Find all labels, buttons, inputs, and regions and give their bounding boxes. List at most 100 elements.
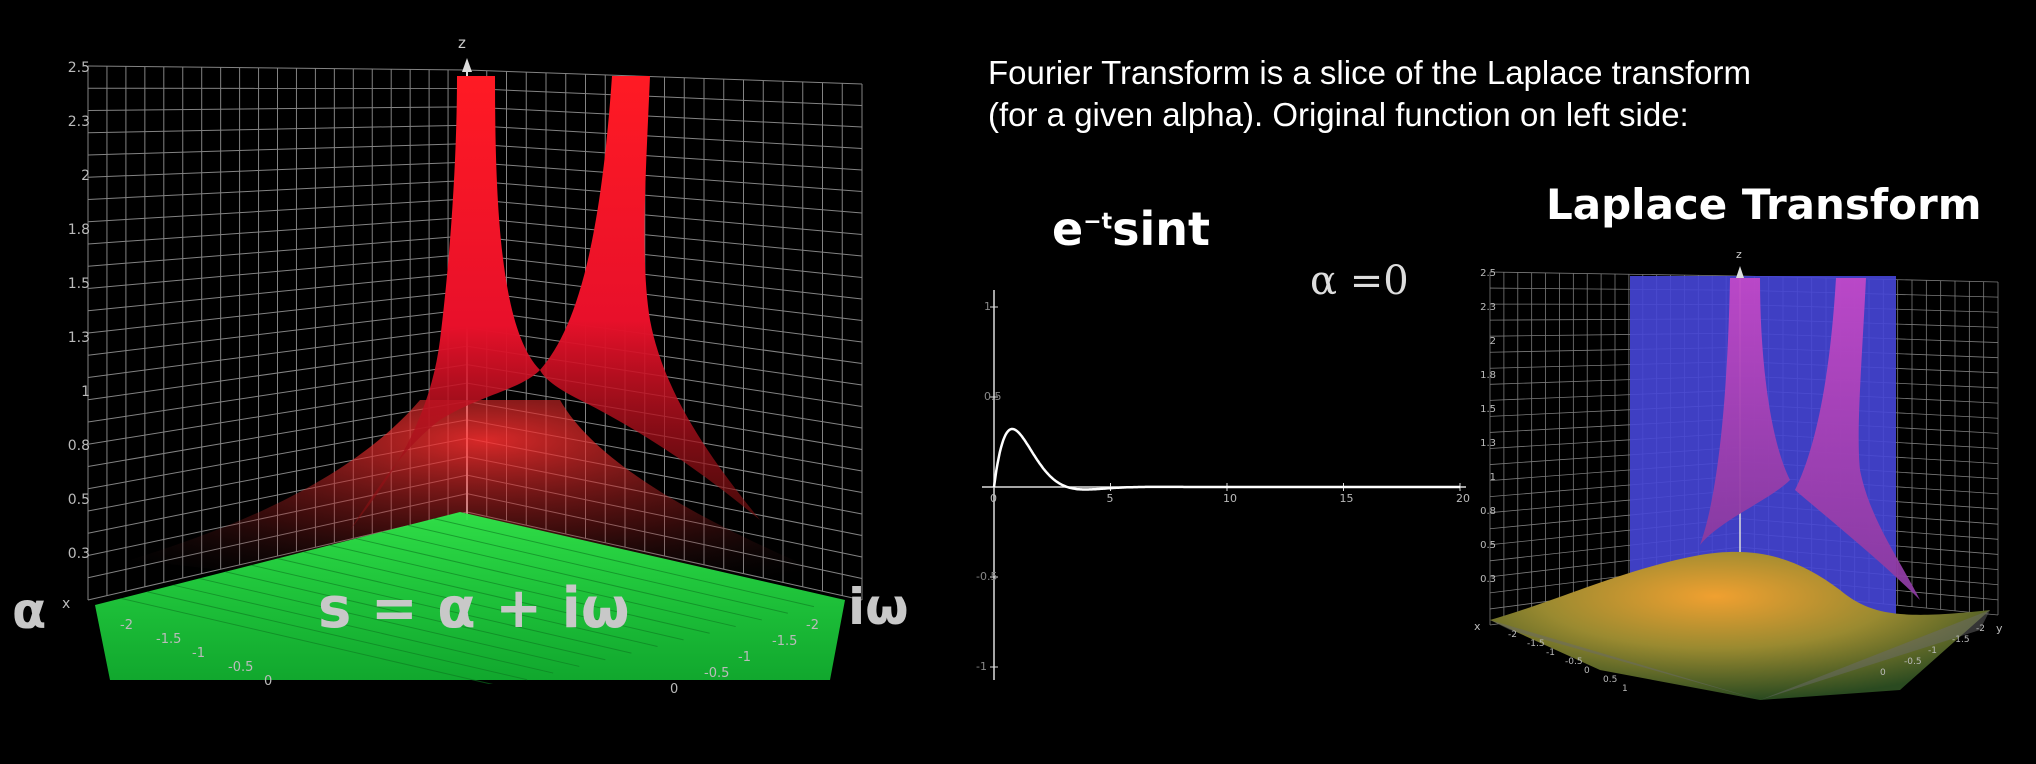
left-alpha-tick-label: -2 xyxy=(120,618,133,633)
left-plane-grid-line xyxy=(433,518,815,608)
left-z-tick-label: 2.3 xyxy=(67,114,90,130)
left-z-tick-label: 1.3 xyxy=(67,330,90,346)
alpha-equation: α =0 xyxy=(1310,258,1409,304)
left-plane-grid-line xyxy=(329,544,710,634)
left-plane-grid-line xyxy=(251,564,632,654)
right-x-tick-label: -1.5 xyxy=(1527,639,1545,649)
right-peak-2 xyxy=(1795,278,1920,600)
left-plane-grid-line xyxy=(355,538,736,628)
right-y-tick-label: -2 xyxy=(1976,624,1985,634)
function-x-tick-label: 15 xyxy=(1339,492,1354,505)
left-alpha-tick-label: -1 xyxy=(192,646,205,661)
caption: Fourier Transform is a slice of the Lapl… xyxy=(988,52,1751,136)
left-peak-1 xyxy=(350,76,540,530)
function-y-tick-label: -1 xyxy=(976,660,987,673)
formula-tail: sint xyxy=(1112,202,1211,256)
right-z-tick-label: 1.3 xyxy=(1480,438,1496,449)
right-z-tick-label: 2.3 xyxy=(1480,302,1496,313)
right-x-axis-label: x xyxy=(1474,620,1481,633)
right-x-tick-label: 0 xyxy=(1584,666,1590,676)
left-alpha-tick-label: 0 xyxy=(264,674,273,689)
left-peak-2 xyxy=(540,76,760,520)
right-z-axis-arrow xyxy=(1736,266,1744,278)
left-alpha-label: α xyxy=(12,582,47,640)
caption-line-2: (for a given alpha). Original function o… xyxy=(988,96,1689,133)
left-z-tick-label: 1.8 xyxy=(67,222,90,238)
right-warm-surface xyxy=(1490,551,1990,700)
alpha-text: α = xyxy=(1310,258,1384,304)
left-z-tick-label: 2 xyxy=(81,168,90,184)
right-z-tick-label: 0.5 xyxy=(1480,540,1496,551)
left-z-axis-arrow xyxy=(462,58,472,72)
left-iomega-label: iω xyxy=(848,578,909,636)
right-plot-title: Laplace Transform xyxy=(1546,180,1982,229)
left-z-tick-label: 0.8 xyxy=(67,438,90,454)
left-bottom-mask xyxy=(0,684,900,764)
left-alpha-tick-label: -1.5 xyxy=(156,632,182,647)
function-y-tick-label: 1 xyxy=(984,300,991,313)
function-x-tick-label: 5 xyxy=(1106,492,1114,505)
left-equation: s = α + iω xyxy=(318,576,630,641)
caption-line-1: Fourier Transform is a slice of the Lapl… xyxy=(988,54,1751,91)
alpha-value: 0 xyxy=(1383,258,1409,304)
right-z-tick-label: 0.8 xyxy=(1480,506,1496,517)
formula-base: e xyxy=(1052,202,1084,256)
right-y-tick-label: -1 xyxy=(1928,646,1937,656)
left-plane-grid-line xyxy=(407,524,788,614)
left-z-axis-label: z xyxy=(458,34,466,52)
left-x-axis-label: x xyxy=(62,596,71,612)
left-plane-grid-line xyxy=(277,558,658,647)
right-z-tick-labels: 2.5 2.3 2 1.8 1.5 1.3 1 0.8 0.5 0.3 xyxy=(1466,268,1496,598)
right-z-tick-label: 2 xyxy=(1489,336,1496,347)
right-y-tick-label: 0 xyxy=(1880,668,1886,678)
left-omega-tick-label: -1.5 xyxy=(772,634,798,649)
right-y-tick-label: -0.5 xyxy=(1904,657,1922,667)
left-plane-grid-line xyxy=(381,531,762,621)
left-omega-tick-label: -1 xyxy=(738,650,751,665)
function-plot xyxy=(982,290,1466,680)
right-y-axis-label: y xyxy=(1996,622,2003,635)
right-z-tick-label: 0.3 xyxy=(1480,574,1496,585)
right-x-tick-label: -0.5 xyxy=(1565,657,1583,667)
left-plane-grid-line xyxy=(147,591,528,681)
left-alpha-tick-label: -0.5 xyxy=(228,660,254,675)
right-x-tick-label: 0.5 xyxy=(1603,675,1618,685)
left-z-tick-labels: 2.5 2.3 2 1.8 1.5 1.3 1 0.8 0.5 0.3 xyxy=(50,60,90,580)
left-z-tick-label: 0.5 xyxy=(67,492,90,508)
left-plane-grid-line xyxy=(303,551,684,641)
right-x-tick-label: -1 xyxy=(1546,648,1555,658)
right-x-tick-label: -2 xyxy=(1508,630,1517,640)
left-z-tick-label: 1 xyxy=(81,384,90,400)
left-z-tick-label: 0.3 xyxy=(67,546,90,562)
left-omega-tick-label: -2 xyxy=(806,618,819,633)
left-surface-skirt xyxy=(130,400,840,600)
function-x-tick-label: 0 xyxy=(990,492,997,505)
function-x-tick-label: 10 xyxy=(1223,492,1237,505)
left-green-plane xyxy=(95,512,845,680)
right-peak-1 xyxy=(1700,278,1790,545)
right-z-tick-label: 1 xyxy=(1489,472,1496,483)
left-plane-grid xyxy=(120,518,815,687)
function-formula: e−tsint xyxy=(1052,202,1210,256)
right-z-tick-label: 1.8 xyxy=(1480,370,1496,381)
function-curve xyxy=(992,427,1460,491)
left-omega-tick-label: 0 xyxy=(670,682,679,697)
left-plane-grid-line xyxy=(120,597,502,687)
left-z-tick-label: 2.5 xyxy=(67,60,90,76)
right-floor-edge xyxy=(1490,610,1990,700)
right-3d-plot xyxy=(1489,266,1999,700)
function-y-tick-label: -0.5 xyxy=(976,570,998,583)
left-z-tick-label: 1.5 xyxy=(67,276,90,292)
right-z-tick-label: 2.5 xyxy=(1480,268,1496,279)
left-3d-plot xyxy=(0,58,900,764)
left-plane-grid-line xyxy=(173,584,554,674)
right-z-tick-label: 1.5 xyxy=(1480,404,1496,415)
function-x-tick-label: 20 xyxy=(1456,492,1470,505)
right-y-tick-label: -1.5 xyxy=(1952,635,1970,645)
right-x-tick-label: 1 xyxy=(1622,684,1628,694)
left-plane-grid-line xyxy=(199,577,580,667)
right-z-axis-label: z xyxy=(1736,248,1742,261)
left-omega-tick-label: -0.5 xyxy=(704,666,730,681)
function-y-tick-label: 0.5 xyxy=(984,390,1002,403)
